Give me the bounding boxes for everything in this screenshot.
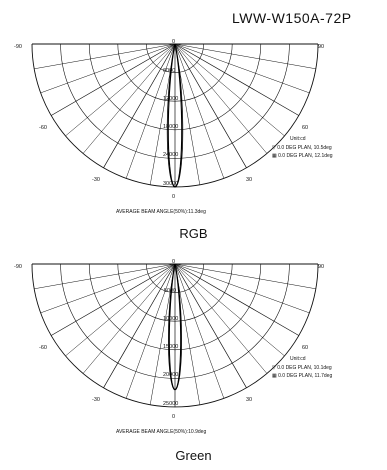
grid-spoke [174,263,299,336]
radial-label-4: 24000 [163,152,178,158]
angle-label-30: 30 [246,397,252,403]
grid-spoke [125,263,176,399]
angle-label-60: 60 [302,345,308,351]
grid-spoke [125,43,176,179]
grid-spoke [65,43,176,137]
radial-label-3: 18000 [163,124,178,130]
grid-spoke [174,263,268,374]
grid-spoke [174,263,316,290]
grid-spoke [103,43,176,168]
grid-spoke [174,43,225,179]
angle-label-0: 0 [172,39,175,45]
legend-entry-2: ▦ 0.0 DEG PLAN, 12.1deg [272,153,333,159]
grid-spoke [174,263,225,399]
radial-label-4: 20000 [163,372,178,378]
polar-chart-rgb: -90 -60 -30 0 30 60 90 6000 12000 18000 … [14,39,333,215]
grid-spoke [174,263,285,357]
radial-label-2: 12000 [163,96,178,102]
grid-spoke [174,43,285,137]
grid-spoke [103,263,176,388]
grid-spoke [174,263,247,388]
angle-label-neg90: -90 [14,264,22,270]
model-title: LWW-W150A-72P [232,10,352,26]
grid-spoke [174,43,299,116]
intensity-curve-2 [167,263,183,391]
grid-spoke [174,43,310,94]
angle-label-0: 0 [172,259,175,265]
zero-label: 0 [172,194,175,200]
intensity-curves [166,43,184,188]
angle-label-neg60: -60 [39,345,47,351]
grid-spoke [174,43,247,168]
grid-spoke [51,263,176,336]
angle-label-30: 30 [246,177,252,183]
units-label: Unit:cd [290,356,306,362]
average-beam-angle: AVERAGE BEAM ANGLE(50%):10.9deg [116,429,206,435]
radial-label-2: 10000 [163,316,178,322]
radial-label-5: 25000 [163,401,178,407]
polar-chart-green: -90 -60 -30 0 30 60 90 5000 10000 15000 … [14,259,332,435]
polar-grid [31,43,319,188]
chart-caption-green: Green [175,448,212,463]
angle-label-neg90: -90 [14,44,22,50]
grid-spoke [82,263,176,374]
grid-spoke [34,263,176,290]
axis-labels: -90 -60 -30 0 30 60 90 6000 12000 18000 … [14,39,333,215]
grid-spoke [174,43,316,70]
angle-label-90: 90 [318,264,324,270]
axis-labels: -90 -60 -30 0 30 60 90 5000 10000 15000 … [14,259,332,435]
grid-spoke [51,43,176,116]
grid-spoke [82,43,176,154]
legend-entry-2: ▦ 0.0 DEG PLAN, 11.7deg [272,373,332,379]
legend-entry-1: ▽ 0.0 DEG PLAN, 10.1deg [272,365,332,371]
average-beam-angle: AVERAGE BEAM ANGLE(50%):11.3deg [116,209,206,215]
grid-spoke [174,263,310,314]
intensity-curve-2 [166,43,184,188]
legend-entry-1: ▽ 0.0 DEG PLAN, 10.5deg [272,145,332,151]
radial-label-3: 15000 [163,344,178,350]
angle-label-90: 90 [318,44,324,50]
units-label: Unit:cd [290,136,306,142]
grid-spoke [40,263,176,314]
grid-spoke [34,43,176,70]
angle-label-neg30: -30 [92,397,100,403]
radial-label-1: 5000 [164,288,176,294]
angle-label-neg60: -60 [39,125,47,131]
chart-caption-rgb: RGB [179,226,208,241]
intensity-curves [167,263,183,391]
grid-spoke [40,43,176,94]
zero-label: 0 [172,414,175,420]
grid-spoke [174,43,268,154]
radial-label-5: 30000 [163,181,178,187]
grid-spoke [65,263,176,357]
angle-label-neg30: -30 [92,177,100,183]
polar-grid [31,263,319,408]
angle-label-60: 60 [302,125,308,131]
radial-label-1: 6000 [163,68,175,74]
